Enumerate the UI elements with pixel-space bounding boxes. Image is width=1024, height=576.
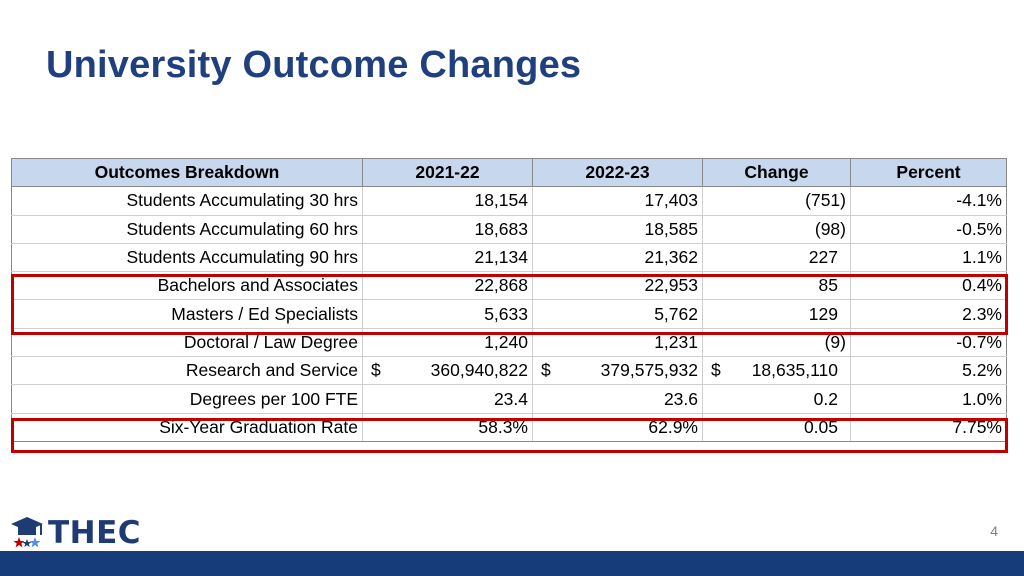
currency-symbol: $ <box>541 360 551 381</box>
value-change: (98) <box>702 214 851 244</box>
table-row: Degrees per 100 FTE 23.4 23.6 0.2 1.0% <box>11 384 1007 414</box>
table-row: Masters / Ed Specialists 5,633 5,762 129… <box>11 299 1007 329</box>
value-percent: -4.1% <box>850 186 1007 216</box>
header-percent: Percent <box>850 157 1007 188</box>
value-2021-22: 18,683 <box>362 214 533 244</box>
table-row: Research and Service $360,940,822 $379,5… <box>11 356 1007 386</box>
money-value: 18,635,110 <box>751 360 838 381</box>
value-change: (751) <box>702 186 851 216</box>
header-2021-22: 2021-22 <box>362 157 533 188</box>
value-2022-23: 62.9% <box>532 412 703 442</box>
money-value: 379,575,932 <box>600 360 698 381</box>
value-2021-22: 58.3% <box>362 412 533 442</box>
outcomes-table: Outcomes Breakdown 2021-22 2022-23 Chang… <box>11 157 1007 442</box>
table-row: Six-Year Graduation Rate 58.3% 62.9% 0.0… <box>11 412 1007 442</box>
currency-symbol: $ <box>711 360 721 381</box>
value-2022-23: 5,762 <box>532 299 703 329</box>
value-percent: 7.75% <box>850 412 1007 442</box>
value-change: 129 <box>702 299 851 329</box>
row-label: Students Accumulating 90 hrs <box>11 242 363 273</box>
footer-bar <box>0 551 1024 576</box>
value-percent: 1.1% <box>850 242 1007 273</box>
slide-title: University Outcome Changes <box>46 44 582 86</box>
thec-logo: THEC <box>10 515 141 551</box>
value-percent: -0.5% <box>850 214 1007 244</box>
row-label: Six-Year Graduation Rate <box>11 412 363 442</box>
value-percent: -0.7% <box>850 327 1007 358</box>
table-row: Students Accumulating 60 hrs 18,683 18,5… <box>11 214 1007 244</box>
value-2021-22: 23.4 <box>362 384 533 414</box>
row-label: Masters / Ed Specialists <box>11 299 363 329</box>
value-change: 85 <box>702 271 851 301</box>
logo-text: THEC <box>48 515 142 551</box>
table-row: Students Accumulating 30 hrs 18,154 17,4… <box>11 186 1007 216</box>
row-label: Doctoral / Law Degree <box>11 327 363 358</box>
currency-symbol: $ <box>371 360 381 381</box>
value-2022-23: $379,575,932 <box>532 356 703 386</box>
value-change: $18,635,110 <box>702 356 851 386</box>
value-2021-22: $360,940,822 <box>362 356 533 386</box>
header-2022-23: 2022-23 <box>532 157 703 188</box>
table-row: Bachelors and Associates 22,868 22,953 8… <box>11 271 1007 301</box>
header-change: Change <box>702 157 851 188</box>
table-header-row: Outcomes Breakdown 2021-22 2022-23 Chang… <box>11 157 1007 188</box>
row-label: Students Accumulating 30 hrs <box>11 186 363 216</box>
graduation-cap-star-icon <box>11 517 43 548</box>
value-percent: 2.3% <box>850 299 1007 329</box>
value-2022-23: 17,403 <box>532 186 703 216</box>
value-2021-22: 5,633 <box>362 299 533 329</box>
value-change: 0.05 <box>702 412 851 442</box>
header-outcomes: Outcomes Breakdown <box>11 157 363 188</box>
row-label: Research and Service <box>11 356 363 386</box>
page-number: 4 <box>990 523 998 539</box>
row-label: Students Accumulating 60 hrs <box>11 214 363 244</box>
value-change: (9) <box>702 327 851 358</box>
value-change: 227 <box>702 242 851 273</box>
table-row: Students Accumulating 90 hrs 21,134 21,3… <box>11 242 1007 273</box>
value-percent: 0.4% <box>850 271 1007 301</box>
value-2021-22: 1,240 <box>362 327 533 358</box>
value-percent: 5.2% <box>850 356 1007 386</box>
row-label: Degrees per 100 FTE <box>11 384 363 414</box>
value-2022-23: 22,953 <box>532 271 703 301</box>
row-label: Bachelors and Associates <box>11 271 363 301</box>
value-change: 0.2 <box>702 384 851 414</box>
value-2021-22: 18,154 <box>362 186 533 216</box>
table-row: Doctoral / Law Degree 1,240 1,231 (9) -0… <box>11 327 1007 358</box>
value-2022-23: 21,362 <box>532 242 703 273</box>
value-percent: 1.0% <box>850 384 1007 414</box>
value-2021-22: 22,868 <box>362 271 533 301</box>
value-2021-22: 21,134 <box>362 242 533 273</box>
money-value: 360,940,822 <box>430 360 528 381</box>
value-2022-23: 1,231 <box>532 327 703 358</box>
value-2022-23: 18,585 <box>532 214 703 244</box>
value-2022-23: 23.6 <box>532 384 703 414</box>
